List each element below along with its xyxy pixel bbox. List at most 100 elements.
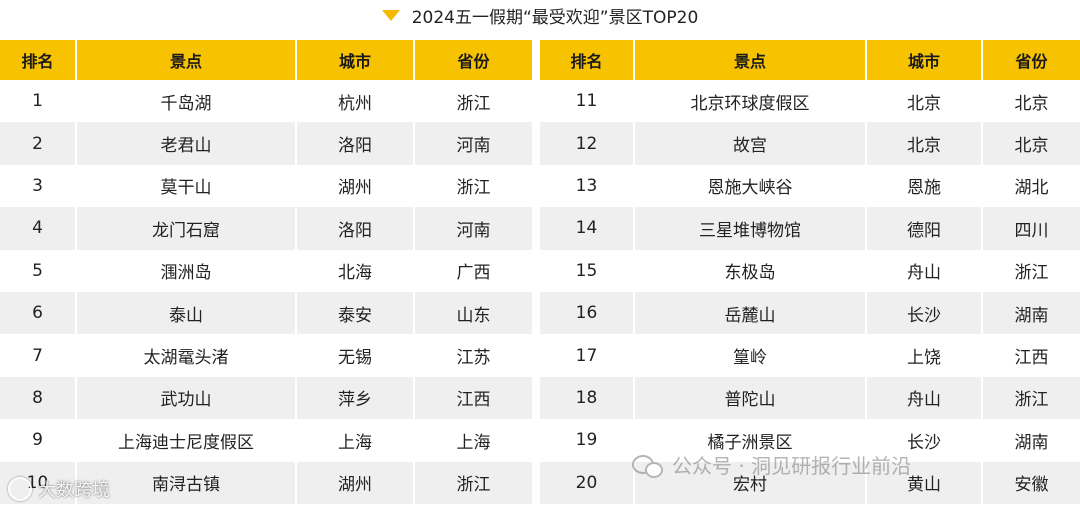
brand-logo: 大数跨境 — [8, 476, 110, 502]
table-row: 18 普陀山 舟山 浙江 — [540, 376, 1080, 420]
table-row: 20 宏村 黄山 安徽 — [540, 461, 1080, 504]
cell-rank: 15 — [540, 249, 635, 292]
table-row: 12 故宫 北京 北京 — [540, 122, 1080, 165]
cell-city: 湖州 — [296, 164, 415, 208]
ranking-table-left: 排名 景点 城市 省份 1 千岛湖 杭州 浙江 2 老君山 洛阳 河南 3 莫干山 湖州 浙江 4 龙门石… — [0, 40, 532, 504]
cell-spot: 普陀山 — [634, 376, 867, 420]
table-row: 16 岳麓山 长沙 湖南 — [540, 291, 1080, 335]
cell-spot: 龙门石窟 — [76, 207, 297, 250]
header-spot: 景点 — [76, 40, 297, 80]
table-body-right: 11 北京环球度假区 北京 北京 12 故宫 北京 北京 13 恩施大峡谷 恩施 湖北 14 三星堆博物馆… — [540, 80, 1080, 504]
table-row: 1 千岛湖 杭州 浙江 — [0, 80, 532, 123]
cell-city: 黄山 — [866, 461, 983, 504]
table-row: 15 东极岛 舟山 浙江 — [540, 249, 1080, 292]
cell-rank: 8 — [0, 376, 77, 420]
table-row: 11 北京环球度假区 北京 北京 — [540, 80, 1080, 123]
table-row: 5 涠洲岛 北海 广西 — [0, 249, 532, 292]
header-city: 城市 — [866, 40, 983, 80]
table-row: 6 泰山 泰安 山东 — [0, 291, 532, 335]
table-row: 17 篁岭 上饶 江西 — [540, 334, 1080, 377]
cell-city: 舟山 — [866, 376, 983, 420]
cell-city: 北海 — [296, 249, 415, 292]
page-title-bar: 2024五一假期“最受欢迎”景区TOP20 — [0, 0, 1080, 30]
cell-city: 杭州 — [296, 80, 415, 123]
table-row: 9 上海迪士尼度假区 上海 上海 — [0, 419, 532, 462]
table-row: 14 三星堆博物馆 德阳 四川 — [540, 207, 1080, 250]
cell-province: 北京 — [1014, 93, 1049, 114]
cell-city: 洛阳 — [296, 207, 415, 250]
cell-city: 长沙 — [866, 419, 983, 462]
cell-province: 浙江 — [1014, 263, 1049, 284]
cell-province: 湖南 — [1014, 432, 1049, 453]
cell-rank: 1 — [0, 80, 77, 123]
page-title: 2024五一假期“最受欢迎”景区TOP20 — [411, 7, 699, 28]
cell-city: 德阳 — [866, 207, 983, 250]
cell-city: 萍乡 — [296, 376, 415, 420]
cell-rank: 4 — [0, 207, 77, 250]
cell-spot: 莫干山 — [76, 164, 297, 208]
table-header-row: 排名 景点 城市 省份 — [540, 40, 1080, 80]
cell-spot: 橘子洲景区 — [634, 419, 867, 462]
cell-province: 浙江 — [1014, 390, 1049, 411]
table-row: 2 老君山 洛阳 河南 — [0, 122, 532, 165]
cell-rank: 17 — [540, 334, 635, 377]
header-rank: 排名 — [0, 40, 77, 80]
ranking-tables: 排名 景点 城市 省份 1 千岛湖 杭州 浙江 2 老君山 洛阳 河南 3 莫干山 湖州 浙江 4 龙门石… — [0, 40, 1080, 504]
table-row: 10 南浔古镇 湖州 浙江 — [0, 461, 532, 504]
cell-city: 舟山 — [866, 249, 983, 292]
cell-spot: 泰山 — [76, 291, 297, 335]
cell-spot: 南浔古镇 — [76, 461, 297, 504]
cell-spot: 涠洲岛 — [76, 249, 297, 292]
cell-province: 江西 — [456, 390, 491, 411]
header-rank: 排名 — [540, 40, 635, 80]
cell-rank: 20 — [540, 461, 635, 504]
cell-province: 上海 — [456, 432, 491, 453]
cell-province: 浙江 — [456, 93, 491, 114]
cell-province: 湖南 — [1014, 305, 1049, 326]
cell-province: 安徽 — [1014, 475, 1049, 496]
cell-province: 河南 — [456, 220, 491, 241]
cell-rank: 12 — [540, 122, 635, 165]
header-province: 省份 — [1015, 52, 1048, 71]
cell-city: 无锡 — [296, 334, 415, 377]
table-row: 13 恩施大峡谷 恩施 湖北 — [540, 164, 1080, 208]
cell-spot: 故宫 — [634, 122, 867, 165]
cell-province: 浙江 — [456, 475, 491, 496]
cell-rank: 16 — [540, 291, 635, 335]
cell-spot: 北京环球度假区 — [634, 80, 867, 123]
cell-spot: 宏村 — [634, 461, 867, 504]
cell-rank: 3 — [0, 164, 77, 208]
table-header-row: 排名 景点 城市 省份 — [0, 40, 532, 80]
brand-icon — [8, 477, 32, 501]
cell-spot: 千岛湖 — [76, 80, 297, 123]
cell-city: 湖州 — [296, 461, 415, 504]
triangle-down-icon — [381, 9, 400, 21]
cell-province: 四川 — [1014, 220, 1049, 241]
cell-city: 上海 — [296, 419, 415, 462]
cell-spot: 东极岛 — [634, 249, 867, 292]
cell-rank: 5 — [0, 249, 77, 292]
cell-spot: 恩施大峡谷 — [634, 164, 867, 208]
cell-province: 浙江 — [456, 178, 491, 199]
table-row: 7 太湖鼋头渚 无锡 江苏 — [0, 334, 532, 377]
cell-rank: 11 — [540, 80, 635, 123]
cell-rank: 18 — [540, 376, 635, 420]
table-body-left: 1 千岛湖 杭州 浙江 2 老君山 洛阳 河南 3 莫干山 湖州 浙江 4 龙门石窟 洛阳 河南 5 涠洲岛 北海广… — [0, 80, 532, 504]
cell-spot: 老君山 — [76, 122, 297, 165]
cell-city: 北京 — [866, 122, 983, 165]
header-spot: 景点 — [634, 40, 867, 80]
cell-rank: 6 — [0, 291, 77, 335]
cell-spot: 三星堆博物馆 — [634, 207, 867, 250]
cell-spot: 武功山 — [76, 376, 297, 420]
table-row: 19 橘子洲景区 长沙 湖南 — [540, 419, 1080, 462]
cell-rank: 2 — [0, 122, 77, 165]
cell-rank: 9 — [0, 419, 77, 462]
cell-rank: 19 — [540, 419, 635, 462]
cell-rank: 13 — [540, 164, 635, 208]
ranking-table-right: 排名 景点 城市 省份 11 北京环球度假区 北京 北京 12 故宫 北京 北京 13 恩施大峡谷… — [540, 40, 1080, 504]
cell-rank: 7 — [0, 334, 77, 377]
cell-spot: 篁岭 — [634, 334, 867, 377]
cell-city: 上饶 — [866, 334, 983, 377]
cell-province: 河南 — [456, 136, 491, 157]
cell-rank: 14 — [540, 207, 635, 250]
